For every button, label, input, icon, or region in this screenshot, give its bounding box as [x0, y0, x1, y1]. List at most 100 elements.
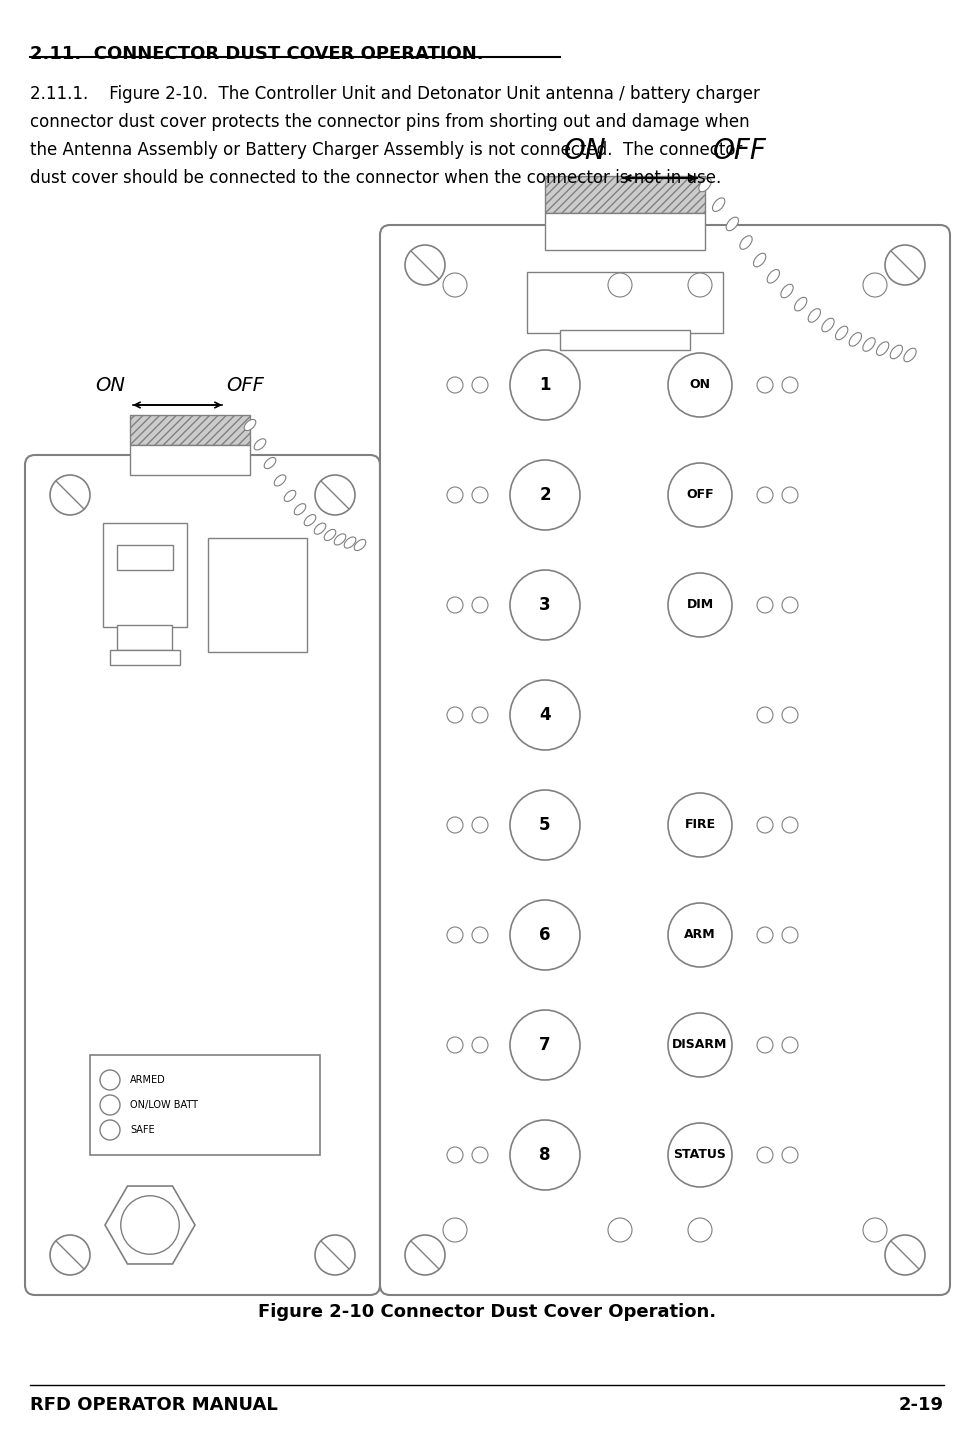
Text: ON: ON: [690, 379, 710, 392]
Text: 7: 7: [540, 1035, 551, 1054]
Circle shape: [757, 487, 773, 503]
Bar: [130, 415, 250, 445]
Text: DISARM: DISARM: [672, 1038, 728, 1051]
Circle shape: [443, 1218, 467, 1241]
Circle shape: [782, 377, 798, 393]
Circle shape: [782, 1037, 798, 1053]
Circle shape: [447, 816, 463, 832]
Text: connector dust cover protects the connector pins from shorting out and damage wh: connector dust cover protects the connec…: [30, 112, 750, 131]
Circle shape: [757, 707, 773, 723]
Ellipse shape: [304, 514, 316, 526]
FancyBboxPatch shape: [103, 523, 187, 626]
Ellipse shape: [727, 217, 738, 230]
Circle shape: [757, 1148, 773, 1164]
Text: 2-19: 2-19: [899, 1395, 944, 1414]
Circle shape: [121, 1195, 179, 1254]
Ellipse shape: [836, 327, 847, 340]
Text: 2.11.  CONNECTOR DUST COVER OPERATION.: 2.11. CONNECTOR DUST COVER OPERATION.: [30, 45, 484, 63]
Text: Figure 2-10 Connector Dust Cover Operation.: Figure 2-10 Connector Dust Cover Operati…: [258, 1303, 716, 1320]
Circle shape: [472, 598, 488, 613]
Circle shape: [757, 377, 773, 393]
Text: OFF: OFF: [713, 137, 767, 166]
Circle shape: [472, 707, 488, 723]
Circle shape: [757, 1037, 773, 1053]
Circle shape: [668, 793, 732, 857]
Ellipse shape: [334, 534, 346, 544]
Circle shape: [608, 1218, 632, 1241]
Text: SAFE: SAFE: [130, 1125, 155, 1135]
Ellipse shape: [768, 269, 779, 284]
Circle shape: [863, 274, 887, 297]
Circle shape: [472, 1148, 488, 1164]
Circle shape: [510, 791, 580, 860]
Ellipse shape: [713, 197, 725, 212]
Text: dust cover should be connected to the connector when the connector is not in use: dust cover should be connected to the co…: [30, 168, 722, 187]
Ellipse shape: [344, 537, 356, 549]
Circle shape: [472, 816, 488, 832]
Ellipse shape: [863, 338, 876, 351]
Circle shape: [510, 570, 580, 639]
Circle shape: [782, 487, 798, 503]
Ellipse shape: [698, 179, 711, 192]
Text: FIRE: FIRE: [685, 818, 716, 831]
Circle shape: [668, 1012, 732, 1077]
Text: RFD OPERATOR MANUAL: RFD OPERATOR MANUAL: [30, 1395, 278, 1414]
Text: the Antenna Assembly or Battery Charger Assembly is not connected.  The connecto: the Antenna Assembly or Battery Charger …: [30, 141, 742, 158]
Ellipse shape: [740, 236, 752, 249]
Circle shape: [757, 927, 773, 943]
Ellipse shape: [781, 284, 793, 298]
Ellipse shape: [264, 458, 276, 468]
Text: 6: 6: [540, 926, 550, 945]
Text: STATUS: STATUS: [674, 1149, 727, 1162]
Text: 2: 2: [540, 487, 551, 504]
Bar: [117, 544, 173, 570]
Circle shape: [447, 487, 463, 503]
Ellipse shape: [284, 491, 296, 501]
Bar: [545, 213, 705, 251]
Circle shape: [472, 377, 488, 393]
Text: 3: 3: [540, 596, 551, 613]
Circle shape: [668, 573, 732, 636]
Circle shape: [447, 707, 463, 723]
Ellipse shape: [294, 504, 306, 516]
Circle shape: [472, 487, 488, 503]
Circle shape: [510, 350, 580, 420]
Circle shape: [100, 1070, 120, 1090]
Circle shape: [782, 816, 798, 832]
Bar: [130, 445, 250, 475]
Bar: [560, 330, 690, 350]
Text: DIM: DIM: [687, 599, 714, 612]
Text: ON: ON: [564, 137, 606, 166]
Ellipse shape: [324, 530, 336, 540]
Text: 1: 1: [540, 376, 550, 395]
Circle shape: [447, 1037, 463, 1053]
Ellipse shape: [254, 439, 266, 449]
Circle shape: [782, 1148, 798, 1164]
Circle shape: [472, 1037, 488, 1053]
Circle shape: [472, 927, 488, 943]
Ellipse shape: [795, 297, 806, 311]
FancyBboxPatch shape: [208, 539, 307, 652]
Circle shape: [688, 1218, 712, 1241]
Circle shape: [447, 927, 463, 943]
Circle shape: [668, 353, 732, 418]
Text: ON: ON: [95, 376, 125, 395]
Text: OFF: OFF: [687, 488, 714, 501]
Circle shape: [510, 680, 580, 750]
Bar: [545, 176, 705, 213]
Ellipse shape: [849, 333, 862, 346]
Ellipse shape: [822, 318, 834, 331]
Ellipse shape: [244, 419, 256, 431]
Ellipse shape: [355, 540, 366, 550]
Circle shape: [315, 1236, 355, 1274]
FancyBboxPatch shape: [380, 225, 950, 1295]
Circle shape: [863, 1218, 887, 1241]
Circle shape: [447, 377, 463, 393]
Ellipse shape: [315, 523, 326, 534]
Bar: [117, 625, 172, 649]
Circle shape: [782, 927, 798, 943]
Ellipse shape: [877, 341, 889, 356]
Text: 5: 5: [540, 816, 550, 834]
Circle shape: [447, 598, 463, 613]
Circle shape: [757, 816, 773, 832]
